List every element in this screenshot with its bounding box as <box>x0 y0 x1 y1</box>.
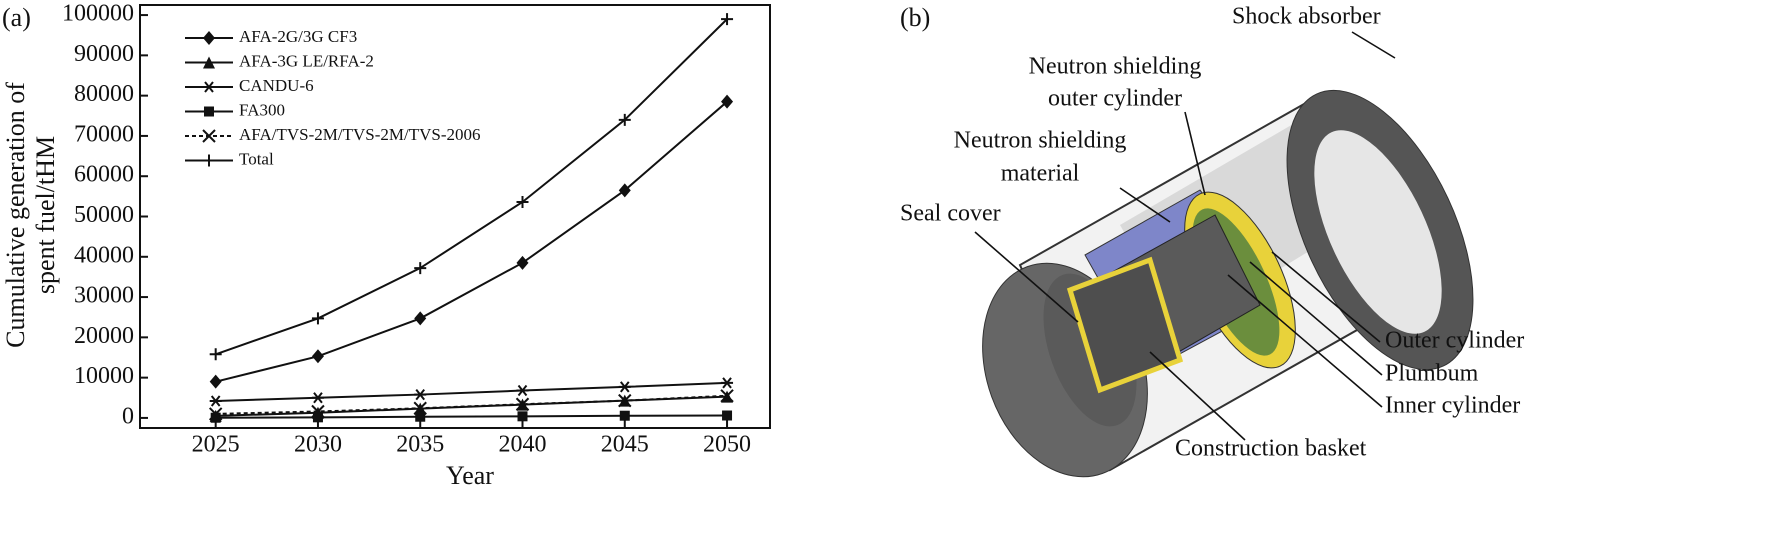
x-tick-label: 2040 <box>499 432 547 458</box>
legend-marker <box>203 31 215 45</box>
marker <box>210 412 221 423</box>
x-tick-label: 2025 <box>192 432 240 458</box>
marker <box>312 412 323 423</box>
y-tick-label: 70000 <box>74 121 134 147</box>
plot-frame <box>139 4 771 429</box>
marker <box>311 312 324 325</box>
marker <box>209 395 222 407</box>
marker <box>517 411 528 422</box>
y-tick-label: 90000 <box>74 41 134 67</box>
y-axis-title: spent fuel/tHM <box>31 136 60 294</box>
legend-label: AFA/TVS-2M/TVS-2M/TVS-2006 <box>239 125 480 144</box>
diagram-label: Outer cylinder <box>1385 328 1524 354</box>
marker <box>516 255 529 270</box>
x-axis-title: Year <box>446 461 494 490</box>
marker <box>311 349 324 364</box>
marker <box>413 401 427 415</box>
y-tick-label: 10000 <box>74 363 134 389</box>
y-tick-label: 80000 <box>74 81 134 107</box>
marker <box>209 374 222 389</box>
leader-lines <box>974 31 1396 441</box>
series-line <box>215 100 728 383</box>
marker <box>516 384 529 397</box>
diagram-label: Neutron shielding <box>954 128 1127 154</box>
legend-label: FA300 <box>239 100 285 119</box>
diagram-label: outer cylinder <box>1048 86 1182 112</box>
marker <box>415 411 426 422</box>
y-tick-label: 60000 <box>74 162 134 188</box>
marker <box>414 311 427 326</box>
x-tick-label: 2030 <box>294 432 342 458</box>
diagram-label: Construction basket <box>1175 436 1367 462</box>
series-line <box>215 414 728 419</box>
x-tick-label: 2045 <box>601 432 649 458</box>
legend-marker <box>203 81 215 93</box>
marker <box>311 392 324 404</box>
legend-label: CANDU-6 <box>239 76 314 95</box>
marker <box>414 388 427 401</box>
marker <box>209 348 222 361</box>
series-line <box>215 394 728 415</box>
legend-marker <box>204 106 214 117</box>
y-tick-label: 30000 <box>74 283 134 309</box>
marker <box>618 381 631 393</box>
diagram-label: Inner cylinder <box>1385 393 1520 419</box>
marker <box>720 389 734 403</box>
marker <box>516 195 529 208</box>
y-tick-label: 50000 <box>74 202 134 228</box>
diagram-label: Seal cover <box>900 201 1001 227</box>
marker <box>618 113 631 126</box>
cask-illustration <box>982 89 1474 478</box>
y-tick-label: 20000 <box>74 323 134 349</box>
diagram-label: material <box>1001 161 1080 187</box>
marker <box>721 377 734 389</box>
diagram-label: Neutron shielding <box>1029 54 1202 80</box>
x-tick-label: 2050 <box>703 432 751 458</box>
legend-label: Total <box>239 149 274 168</box>
x-tick-label: 2035 <box>396 432 444 458</box>
marker <box>618 183 631 198</box>
legend-marker <box>203 56 215 69</box>
y-tick-label: 0 <box>122 403 134 429</box>
y-tick-label: 40000 <box>74 242 134 268</box>
marker <box>311 404 325 419</box>
panel-label: (a) <box>2 3 31 32</box>
diagram-label: Plumbum <box>1385 361 1479 387</box>
marker <box>722 410 733 421</box>
legend-marker <box>202 129 216 143</box>
legend-label: AFA-3G LE/RFA-2 <box>239 51 374 70</box>
y-axis-title: Cumulative generation of <box>1 82 30 348</box>
series-line <box>215 381 728 403</box>
legend-marker <box>203 154 215 167</box>
marker <box>515 397 530 411</box>
marker <box>721 94 734 109</box>
marker <box>618 393 632 408</box>
series-line <box>215 18 728 356</box>
legend-label: AFA-2G/3G CF3 <box>239 27 357 46</box>
marker <box>721 13 734 26</box>
diagram-label: Shock absorber <box>1232 4 1381 30</box>
marker <box>414 262 427 275</box>
y-tick-label: 100000 <box>62 1 134 27</box>
marker <box>619 410 630 421</box>
panel-label: (b) <box>900 3 930 32</box>
marker <box>208 407 223 421</box>
